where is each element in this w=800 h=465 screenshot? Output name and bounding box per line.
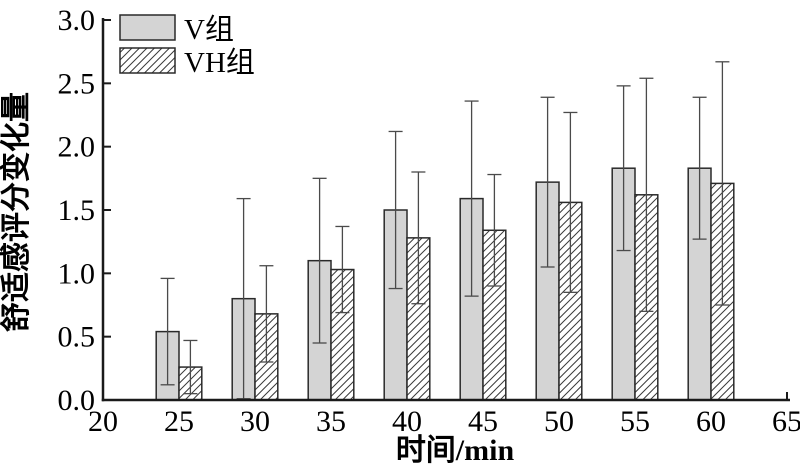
x-tick-label-50: 50 <box>544 405 574 438</box>
y-tick-label-1.5: 1.5 <box>58 194 96 227</box>
bars <box>155 167 735 401</box>
y-tick-label-2.5: 2.5 <box>58 67 96 100</box>
legend-swatch-vh-group <box>119 47 176 74</box>
y-tick-label-2.0: 2.0 <box>58 131 96 164</box>
x-axis-title: 时间/min <box>396 434 515 465</box>
x-tick-label-25: 25 <box>164 405 194 438</box>
error-bars <box>160 61 730 400</box>
x-tick-label-40: 40 <box>392 405 422 438</box>
y-tick-label-0.5: 0.5 <box>58 321 96 354</box>
x-tick-label-35: 35 <box>316 405 346 438</box>
tick-labels: 0.0 0.5 1.0 1.5 2.0 2.5 3.0 20 25 30 35 40 45 50 55 60 6… <box>58 4 800 438</box>
y-tick-label-0.0: 0.0 <box>58 384 96 417</box>
legend: V组 VH组 <box>119 13 255 79</box>
x-tick-label-20: 20 <box>88 405 118 438</box>
x-tick-label-45: 45 <box>468 405 498 438</box>
y-axis-title: 舒适感评分变化量 <box>0 92 33 332</box>
axes <box>101 18 790 402</box>
y-tick-label-3.0: 3.0 <box>58 4 96 37</box>
x-tick-label-60: 60 <box>696 405 726 438</box>
legend-swatch-v-group <box>119 14 176 41</box>
x-tick-label-30: 30 <box>240 405 270 438</box>
y-tick-label-1.0: 1.0 <box>58 257 96 290</box>
x-tick-label-65: 65 <box>772 405 800 438</box>
legend-label-vh-group: VH组 <box>184 46 255 79</box>
legend-label-v-group: V组 <box>184 13 234 46</box>
x-tick-label-55: 55 <box>620 405 650 438</box>
